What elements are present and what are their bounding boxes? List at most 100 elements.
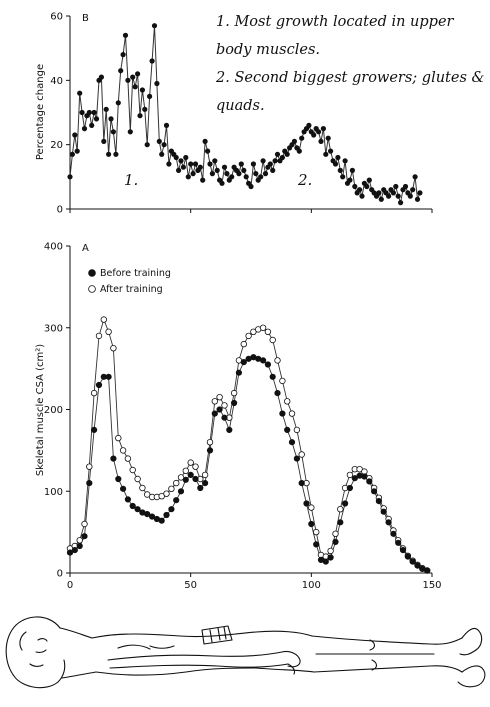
chart-b-point bbox=[274, 151, 281, 157]
chart-a-before-point bbox=[279, 410, 286, 417]
chart-a-legend: Before training After training bbox=[88, 268, 171, 295]
chart-b-point bbox=[398, 200, 404, 206]
chart-a-y-tick-label: 0 bbox=[57, 569, 63, 580]
chart-a-before-point bbox=[86, 480, 93, 487]
chart-b-point bbox=[349, 167, 355, 173]
chart-b-point bbox=[279, 154, 285, 161]
chart-a-after-point bbox=[163, 490, 170, 497]
chart-a-before-point bbox=[129, 502, 136, 510]
chart-a-panel-label: A bbox=[82, 243, 89, 254]
chart-b-point bbox=[417, 190, 423, 196]
chart-b-point bbox=[214, 167, 220, 173]
chart-a-after-point bbox=[308, 504, 315, 511]
chart-a-after-point bbox=[288, 410, 296, 417]
chart-b-point bbox=[328, 148, 334, 154]
chart-b-point bbox=[72, 132, 78, 138]
chart-a-before-point bbox=[81, 533, 88, 540]
chart-b-point bbox=[135, 71, 141, 77]
chart-a-before-point bbox=[202, 480, 209, 487]
chart-b-point bbox=[137, 113, 143, 119]
chart-b-point bbox=[335, 154, 341, 161]
chart-a-before-points bbox=[66, 354, 431, 574]
chart-a-after-point bbox=[221, 402, 228, 409]
chart-b-point bbox=[77, 90, 83, 96]
chart-a-after-point bbox=[158, 493, 165, 500]
chart-a-before-point bbox=[206, 447, 214, 454]
chart-a-after-point bbox=[206, 439, 214, 446]
chart-a-before-point bbox=[380, 508, 387, 515]
chart-b-point bbox=[161, 142, 167, 148]
body-outline-illustration bbox=[5, 616, 486, 689]
chart-a-after-point bbox=[95, 332, 103, 340]
chart-a-before-point bbox=[342, 500, 349, 507]
chart-a-before-point bbox=[260, 357, 267, 364]
chart-a-after-point bbox=[298, 451, 305, 458]
chart-a-before-point bbox=[424, 567, 431, 574]
chart-b-point bbox=[323, 151, 329, 157]
chart-b-point bbox=[205, 148, 211, 154]
chart-a-before-point bbox=[327, 554, 334, 561]
chart-b-point bbox=[221, 164, 228, 170]
chart-a-after-point bbox=[124, 455, 132, 462]
chart-b-point bbox=[166, 161, 172, 167]
chart-a-y-tick-label: 300 bbox=[44, 323, 63, 334]
chart-a-after-point bbox=[327, 547, 334, 555]
chart-a-after-point bbox=[76, 537, 83, 544]
chart-b-point bbox=[149, 58, 155, 64]
chart-a-x-tick-label: 50 bbox=[184, 580, 197, 591]
chart-a-after-point bbox=[168, 485, 175, 492]
chart-a-after-point bbox=[177, 474, 185, 481]
chart-a-before-point bbox=[110, 455, 117, 462]
chart-a-before-point bbox=[395, 539, 402, 546]
chart-b-point bbox=[113, 151, 119, 157]
chart-a-after-point bbox=[216, 394, 223, 401]
chart-a-after-point bbox=[211, 398, 218, 405]
chart-b-point bbox=[236, 171, 242, 177]
chart-b-point bbox=[229, 174, 235, 180]
chart-a-before-point bbox=[303, 500, 310, 507]
chart-b-point bbox=[393, 183, 399, 190]
chart-b-point bbox=[296, 148, 302, 154]
chart-a-y-tick-label: 200 bbox=[44, 405, 63, 416]
legend-before-label: Before training bbox=[100, 268, 171, 279]
chart-a-after-point bbox=[90, 389, 98, 397]
chart-a-before-point bbox=[361, 473, 368, 480]
chart-a-before-point bbox=[226, 426, 233, 434]
chart-a-after-point bbox=[201, 471, 209, 479]
chart-a-ticks: 0 100 200 300 400 0 50 100 150 bbox=[44, 242, 442, 592]
chart-a-after-point bbox=[115, 434, 122, 442]
chart-b-point bbox=[207, 161, 213, 167]
chart-b-point bbox=[386, 193, 392, 199]
chart-b-point bbox=[267, 161, 273, 167]
chart-b-point bbox=[376, 190, 382, 196]
chart-b-point bbox=[412, 174, 418, 180]
chart-b-point bbox=[89, 122, 95, 128]
chart-b-point bbox=[253, 171, 259, 177]
chart-a-before-point bbox=[346, 484, 354, 492]
chart-a-before-point bbox=[177, 488, 185, 495]
chart-b-point bbox=[342, 158, 348, 164]
chart-b-point bbox=[127, 129, 133, 135]
chart-a-after-point bbox=[139, 484, 146, 492]
chart-a-after-point bbox=[245, 332, 252, 340]
chart-a-before-point bbox=[211, 410, 218, 417]
chart-a-before-point bbox=[197, 484, 204, 492]
chart-a-before-point bbox=[414, 562, 421, 569]
chart-b-point bbox=[74, 148, 80, 154]
chart-a-before-point bbox=[293, 455, 301, 462]
chart-b-point bbox=[248, 183, 254, 190]
chart-b-point bbox=[325, 135, 331, 141]
chart-b-point bbox=[318, 138, 324, 144]
chart-b-point bbox=[180, 164, 186, 170]
chart-b-point bbox=[306, 122, 312, 128]
chart-b-point bbox=[219, 180, 225, 186]
chart-b-point bbox=[142, 106, 148, 112]
chart-b-point bbox=[93, 116, 100, 122]
chart-b-point bbox=[190, 171, 196, 177]
chart-a-before-point bbox=[313, 541, 320, 548]
chart-a-after-point bbox=[86, 463, 93, 470]
chart-a-before-point bbox=[390, 530, 397, 537]
chart-a-after-point bbox=[187, 459, 194, 466]
chart-a-before-point bbox=[76, 542, 83, 550]
chart-a-after-point bbox=[81, 520, 88, 528]
